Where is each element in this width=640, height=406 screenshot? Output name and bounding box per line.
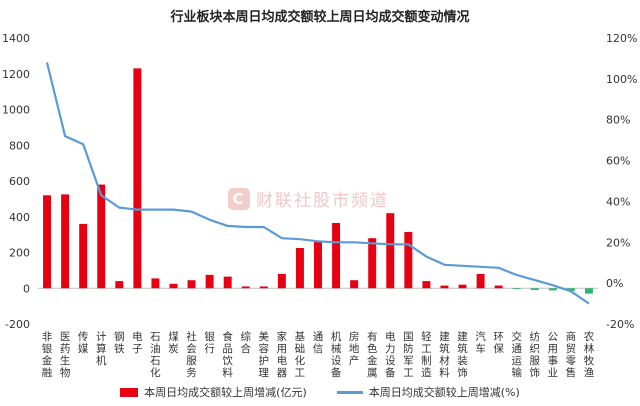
category-label: 交通运输 (511, 330, 522, 379)
watermark-logo-icon: C (228, 187, 250, 210)
category-label: 电力设备 (385, 330, 396, 379)
category-label: 农林牧渔 (584, 330, 595, 379)
legend-swatch-line (336, 390, 363, 394)
right-tick-label: 0% (606, 277, 623, 290)
right-tick-label: 20% (606, 236, 630, 249)
bar-27 (512, 288, 521, 290)
category-labels: 非银金融医药生物传媒计算机钢铁电子石油石化煤炭社会服务银行食品饮料综合美容护理家… (42, 330, 595, 379)
bar-24 (458, 284, 467, 289)
category-label: 计算机 (96, 330, 107, 367)
line-series (45, 62, 590, 305)
bar-31 (584, 288, 593, 294)
category-label: 传媒 (78, 331, 89, 355)
bar-22 (422, 281, 431, 289)
category-label: 通信 (313, 331, 324, 355)
left-tick-label: 0 (23, 282, 30, 295)
watermark: C 财联社股市频道 (228, 186, 389, 211)
legend-item-line: 本周日均成交额较上周增减(%) (336, 384, 520, 400)
watermark-text: 财联社股市频道 (256, 191, 389, 211)
bar-26 (494, 285, 503, 289)
left-tick-label: 1400 (2, 32, 30, 45)
legend-item-bar: 本周日均成交额较上周增减(亿元) (120, 384, 307, 400)
category-label: 社会服务 (186, 330, 197, 379)
bar-14 (277, 273, 286, 289)
category-label: 国防军工 (403, 331, 414, 379)
chart-title: 行业板块本周日均成交额较上周日均成交额变动情况 (170, 10, 470, 25)
bar-8 (169, 283, 178, 289)
bar-7 (151, 278, 160, 289)
bar-12 (241, 286, 250, 289)
category-label: 公用事业 (548, 331, 559, 379)
category-label: 石油石化 (150, 331, 161, 379)
left-axis-ticks: 1400 1200 1000 800 600 400 200 0 -200 (2, 32, 598, 331)
category-label: 银行 (204, 330, 215, 355)
category-label: 美容护理 (259, 330, 270, 379)
category-label: 家用电器 (277, 330, 288, 379)
bar-20 (386, 213, 395, 289)
category-label: 综合 (240, 330, 251, 355)
right-tick-label: 60% (606, 155, 630, 168)
bar-17 (332, 223, 341, 289)
left-tick-label: 200 (9, 247, 30, 260)
category-label: 基础化工 (295, 330, 306, 379)
bar-3 (79, 223, 88, 289)
left-tick-label: 400 (9, 211, 30, 224)
bar-1 (43, 195, 52, 289)
bar-4 (97, 184, 106, 289)
right-axis-ticks: 120% 100% 80% 60% 40% 20% 0% -20% (606, 32, 637, 331)
bar-30 (566, 288, 575, 291)
bar-23 (440, 285, 449, 289)
bar-21 (404, 231, 413, 289)
bar-28 (530, 288, 539, 291)
left-tick-label: 1000 (2, 104, 30, 117)
legend: 本周日均成交额较上周增减(亿元) 本周日均成交额较上周增减(%) (0, 384, 640, 400)
category-label: 环保 (493, 331, 504, 355)
category-label: 煤炭 (168, 330, 179, 355)
category-label: 商贸零售 (566, 330, 577, 379)
right-tick-label: -20% (606, 318, 634, 331)
right-tick-label: 120% (606, 32, 637, 45)
bar-10 (205, 274, 214, 289)
category-label: 电子 (132, 330, 143, 355)
category-label: 钢铁 (114, 330, 125, 355)
right-tick-label: 40% (606, 195, 630, 208)
left-tick-label: -200 (5, 318, 30, 331)
legend-label-line: 本周日均成交额较上周增减(%) (368, 386, 520, 399)
category-label: 有色金属 (367, 330, 378, 379)
bar-19 (368, 238, 377, 289)
bar-15 (295, 248, 304, 289)
category-label: 建筑材料 (439, 330, 450, 379)
bar-2 (61, 194, 70, 289)
bar-25 (476, 273, 485, 289)
right-tick-label: 80% (606, 114, 630, 127)
category-label: 非银金融 (42, 331, 53, 379)
category-label: 房地产 (349, 330, 360, 367)
category-label: 食品饮料 (222, 330, 233, 379)
left-tick-label: 800 (9, 139, 30, 152)
category-label: 轻工制造 (421, 330, 432, 379)
right-tick-label: 100% (606, 73, 637, 86)
category-label: 医药生物 (60, 331, 71, 379)
left-tick-label: 600 (9, 175, 30, 188)
bar-5 (115, 281, 124, 289)
category-label: 纺织服饰 (530, 330, 541, 379)
bar-series (43, 68, 593, 294)
legend-label-bar: 本周日均成交额较上周增减(亿元) (144, 386, 307, 399)
bar-13 (259, 286, 268, 289)
category-label: 建筑装饰 (457, 330, 468, 379)
bar-18 (350, 280, 359, 289)
bar-6 (133, 68, 142, 289)
category-label: 汽车 (475, 330, 486, 355)
bar-29 (548, 288, 557, 291)
bar-11 (223, 276, 232, 289)
bar-16 (314, 240, 322, 289)
pct-line (45, 62, 590, 305)
legend-swatch-bar (120, 387, 139, 397)
category-label: 机械设备 (331, 330, 342, 379)
left-tick-label: 1200 (2, 68, 30, 81)
bar-9 (187, 280, 196, 289)
